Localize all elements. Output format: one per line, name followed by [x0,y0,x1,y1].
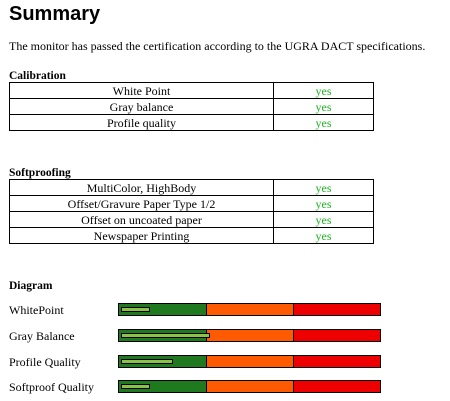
quality-bar [118,329,381,342]
warning-zone [206,304,295,315]
table-row: Newspaper Printing yes [9,227,374,244]
diagram-label: WhitePoint [9,303,64,317]
table-row: MultiColor, HighBody yes [9,179,374,196]
diagram-row-softproof-quality: Softproof Quality [9,379,381,395]
softproofing-label: Newspaper Printing [9,227,274,244]
softproofing-result: yes [273,227,374,244]
diagram-row-gray-balance: Gray Balance [9,328,381,344]
bad-zone [294,304,380,315]
calibration-table: White Point yes Gray balance yes Profile… [9,82,374,131]
bad-zone [294,330,380,341]
diagram-row-profile-quality: Profile Quality [9,354,381,370]
calibration-label: Gray balance [9,98,274,115]
page-title: Summary [9,3,101,25]
diagram-row-whitepoint: WhitePoint [9,302,381,318]
softproofing-label: Offset/Gravure Paper Type 1/2 [9,195,274,212]
warning-zone [206,330,295,341]
softproofing-label: Offset on uncoated paper [9,211,274,228]
table-row: Profile quality yes [9,114,374,131]
softproofing-result: yes [273,179,374,196]
level-indicator [121,359,173,364]
calibration-label: White Point [9,82,274,99]
softproofing-table: MultiColor, HighBody yes Offset/Gravure … [9,179,374,244]
calibration-result: yes [273,98,374,115]
diagram-label: Profile Quality [9,355,81,369]
table-row: Offset/Gravure Paper Type 1/2 yes [9,195,374,212]
bad-zone [294,356,380,367]
level-indicator [121,384,150,389]
bad-zone [294,381,380,392]
certification-statement: The monitor has passed the certification… [9,39,426,53]
level-indicator [121,333,210,338]
good-zone [119,381,207,392]
table-row: Gray balance yes [9,98,374,115]
calibration-result: yes [273,114,374,131]
table-row: White Point yes [9,82,374,99]
quality-bar [118,355,381,368]
calibration-label: Profile quality [9,114,274,131]
softproofing-result: yes [273,211,374,228]
calibration-result: yes [273,82,374,99]
softproofing-heading: Softproofing [9,167,71,179]
quality-bar [118,380,381,393]
diagram-label: Softproof Quality [9,380,94,394]
level-indicator [121,307,150,312]
good-zone [119,304,207,315]
warning-zone [206,356,295,367]
softproofing-result: yes [273,195,374,212]
warning-zone [206,381,295,392]
diagram-heading: Diagram [9,280,53,292]
softproofing-label: MultiColor, HighBody [9,179,274,196]
table-row: Offset on uncoated paper yes [9,211,374,228]
diagram-label: Gray Balance [9,329,75,343]
quality-bar [118,303,381,316]
calibration-heading: Calibration [9,70,66,82]
